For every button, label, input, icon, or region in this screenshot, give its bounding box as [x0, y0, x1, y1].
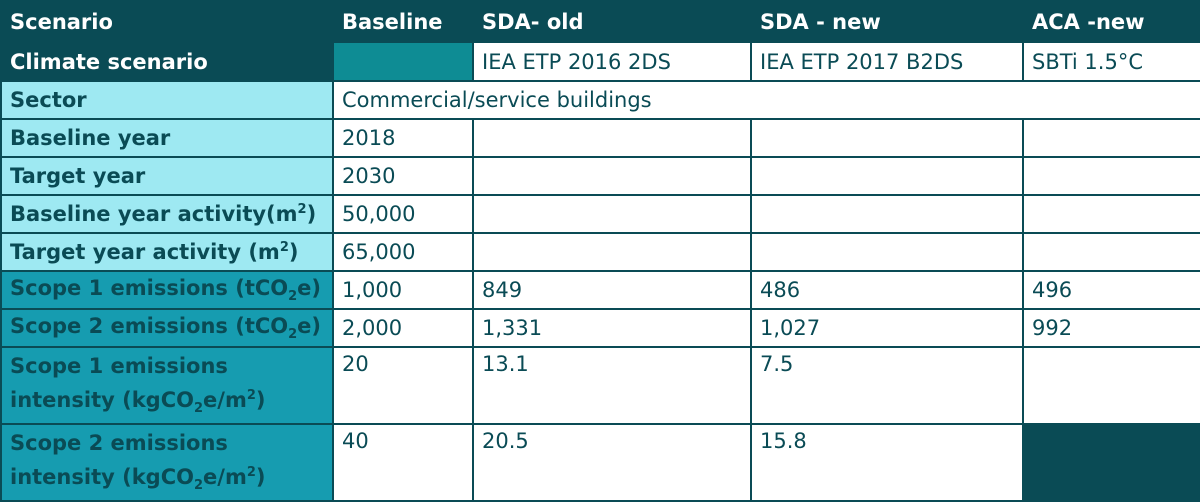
climate-sda-old: IEA ETP 2016 2DS [472, 41, 752, 82]
baseline-year-label: Baseline year [0, 118, 334, 158]
scope2-intensity-row: Scope 2 emissions intensity (kgCO2e/m2) 4… [0, 423, 1200, 502]
target-activity-value: 65,000 [332, 232, 474, 272]
header-row: Scenario Baseline SDA- old SDA - new ACA… [0, 0, 1200, 43]
target-year-label: Target year [0, 156, 334, 196]
climate-label: Climate scenario [0, 41, 334, 82]
climate-sda-new: IEA ETP 2017 B2DS [750, 41, 1024, 82]
empty-cell [750, 118, 1024, 158]
scope1-row: Scope 1 emissions (tCO2e) 1,000 849 486 … [0, 270, 1200, 310]
scope2-intensity-sda-new: 15.8 [750, 423, 1024, 502]
empty-cell [472, 194, 752, 234]
empty-cell [1022, 194, 1200, 234]
empty-cell [472, 118, 752, 158]
scope1-intensity-row: Scope 1 emissions intensity (kgCO2e/m2) 2… [0, 345, 1200, 426]
scope1-intensity-sda-old: 13.1 [472, 345, 752, 426]
scope1-intensity-baseline: 20 [332, 345, 474, 426]
header-baseline: Baseline [332, 0, 474, 43]
header-sda-new: SDA - new [750, 0, 1024, 43]
empty-cell [1022, 232, 1200, 272]
header-aca-new: ACA -new [1022, 0, 1200, 43]
scope2-sda-new: 1,027 [750, 308, 1024, 348]
scope2-intensity-label: Scope 2 emissions intensity (kgCO2e/m2) [0, 423, 334, 502]
baseline-activity-value: 50,000 [332, 194, 474, 234]
target-activity-row: Target year activity (m2) 65,000 [0, 232, 1200, 272]
climate-baseline [332, 41, 474, 82]
scope2-sda-old: 1,331 [472, 308, 752, 348]
scope1-baseline: 1,000 [332, 270, 474, 310]
scope2-row: Scope 2 emissions (tCO2e) 2,000 1,331 1,… [0, 308, 1200, 348]
scope2-label: Scope 2 emissions (tCO2e) [0, 308, 334, 348]
empty-cell [472, 156, 752, 196]
scope2-intensity-aca-new [1022, 423, 1200, 502]
climate-aca-new: SBTi 1.5°C [1022, 41, 1200, 82]
empty-cell [750, 194, 1024, 234]
scope1-label: Scope 1 emissions (tCO2e) [0, 270, 334, 310]
scope1-intensity-aca-new [1022, 345, 1200, 426]
baseline-year-value: 2018 [332, 118, 474, 158]
sector-value: Commercial/service buildings [332, 80, 1200, 120]
scope2-baseline: 2,000 [332, 308, 474, 348]
empty-cell [1022, 156, 1200, 196]
scope1-aca-new: 496 [1022, 270, 1200, 310]
baseline-year-row: Baseline year 2018 [0, 118, 1200, 158]
target-year-value: 2030 [332, 156, 474, 196]
scope1-sda-old: 849 [472, 270, 752, 310]
scope2-intensity-baseline: 40 [332, 423, 474, 502]
scope2-aca-new: 992 [1022, 308, 1200, 348]
target-year-row: Target year 2030 [0, 156, 1200, 196]
scope1-intensity-sda-new: 7.5 [750, 345, 1024, 426]
header-sda-old: SDA- old [472, 0, 752, 43]
scope1-intensity-label: Scope 1 emissions intensity (kgCO2e/m2) [0, 345, 334, 426]
scope1-sda-new: 486 [750, 270, 1024, 310]
empty-cell [750, 156, 1024, 196]
empty-cell [750, 232, 1024, 272]
baseline-activity-label: Baseline year activity(m2) [0, 194, 334, 234]
empty-cell [1022, 118, 1200, 158]
sector-label: Sector [0, 80, 334, 120]
scope2-intensity-sda-old: 20.5 [472, 423, 752, 502]
empty-cell [472, 232, 752, 272]
header-scenario: Scenario [0, 0, 334, 43]
climate-row: Climate scenario IEA ETP 2016 2DS IEA ET… [0, 41, 1200, 82]
target-activity-label: Target year activity (m2) [0, 232, 334, 272]
baseline-activity-row: Baseline year activity(m2) 50,000 [0, 194, 1200, 234]
sector-row: Sector Commercial/service buildings [0, 80, 1200, 120]
